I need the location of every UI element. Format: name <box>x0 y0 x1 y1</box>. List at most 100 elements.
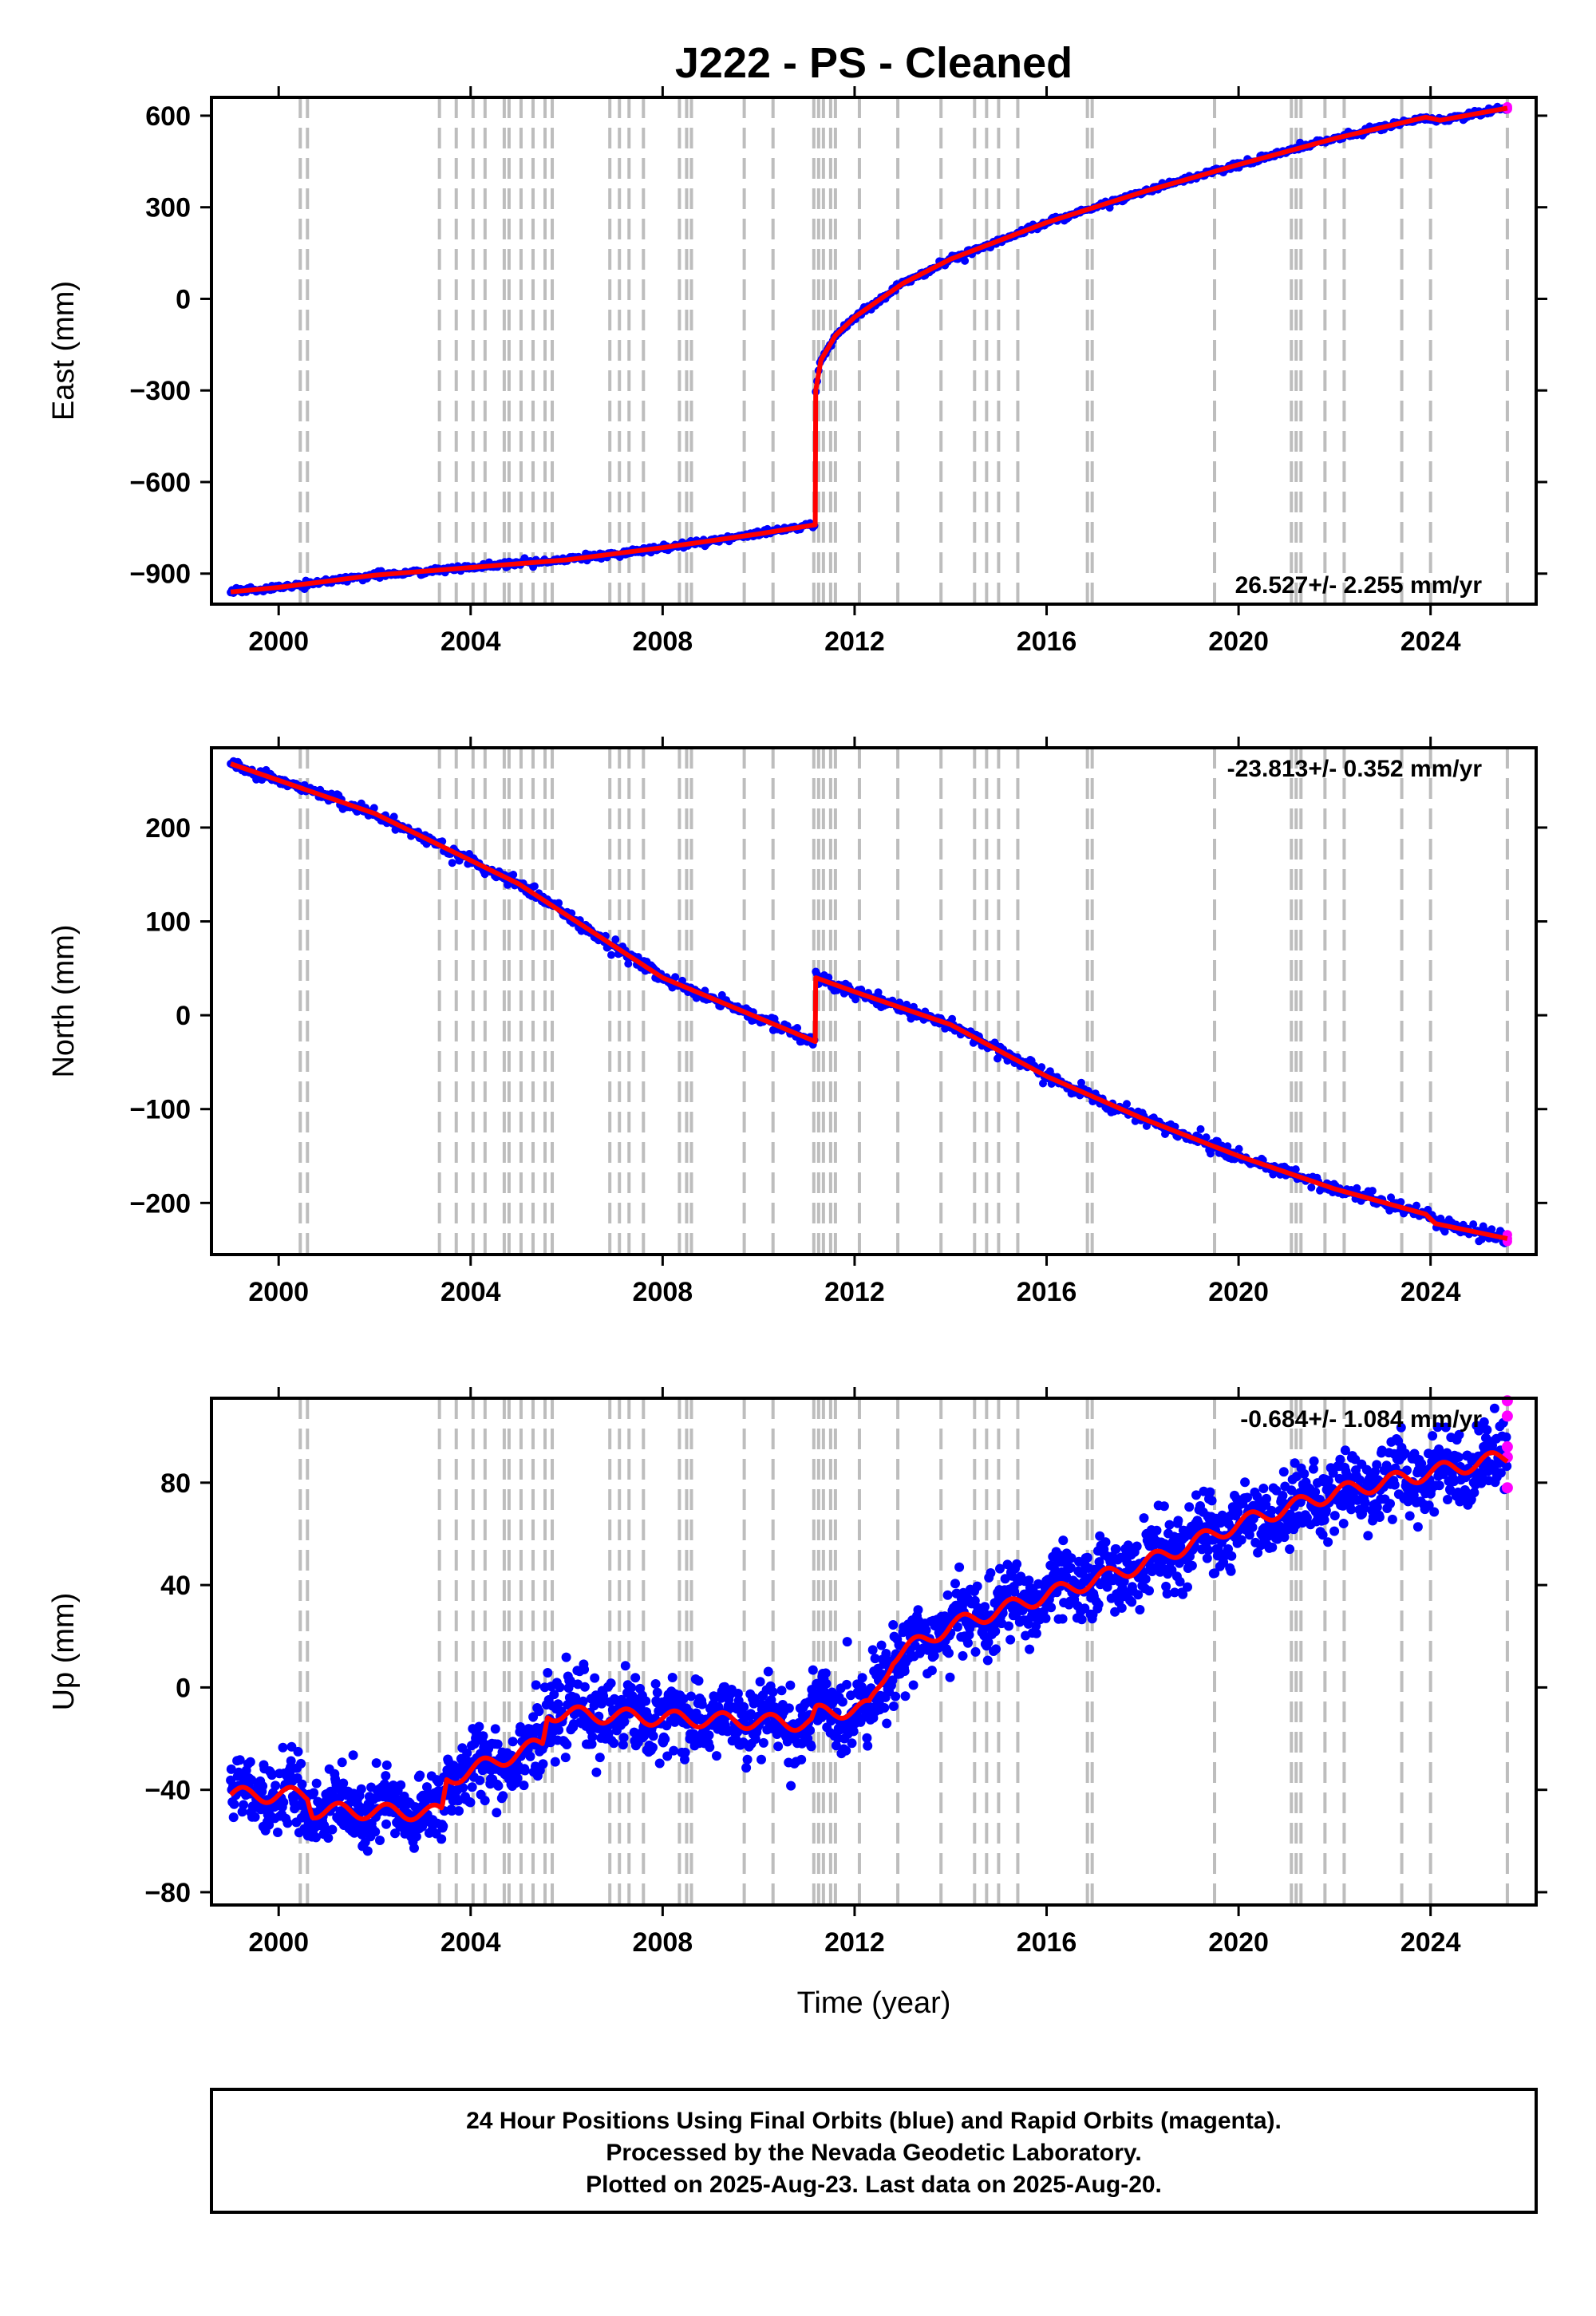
data-point <box>669 1745 679 1756</box>
up-data-points <box>226 1395 1513 1856</box>
data-point <box>1329 1511 1340 1521</box>
x-tick-label: 2004 <box>440 1927 501 1958</box>
data-point <box>369 804 378 812</box>
up-rate-label: -0.684+/- 1.084 mm/yr <box>1240 1406 1482 1433</box>
data-point <box>297 1779 307 1789</box>
data-point <box>1412 1201 1420 1210</box>
data-point <box>1368 1187 1377 1196</box>
data-point <box>667 1673 678 1682</box>
data-point <box>626 1682 637 1693</box>
east-model-line <box>230 105 1508 595</box>
data-point <box>607 951 615 959</box>
figure-title: J222 - PS - Cleaned <box>675 39 1073 87</box>
data-point <box>282 1818 293 1828</box>
data-point <box>245 1757 255 1767</box>
data-point <box>1278 1491 1288 1500</box>
data-point <box>652 1687 662 1697</box>
data-point <box>1100 1537 1111 1547</box>
data-point <box>1440 1227 1449 1236</box>
data-point <box>475 1775 485 1785</box>
data-point <box>278 1742 288 1753</box>
x-tick-label: 2008 <box>633 626 693 657</box>
data-point <box>776 1686 787 1696</box>
data-point <box>808 1665 818 1675</box>
data-point <box>1123 1100 1131 1109</box>
data-point <box>1236 1535 1246 1545</box>
north-y-axis-label: North (mm) <box>47 924 81 1077</box>
x-tick-label: 2012 <box>824 626 885 657</box>
x-tick-label: 2024 <box>1400 626 1461 657</box>
data-point <box>986 1568 996 1578</box>
rapid-orbit-point <box>1501 1482 1513 1494</box>
data-point <box>888 1620 899 1630</box>
data-point <box>1005 1634 1016 1645</box>
data-point <box>921 1625 931 1635</box>
data-point <box>1453 1452 1464 1462</box>
data-point <box>1226 1566 1236 1576</box>
data-point <box>508 1737 518 1747</box>
data-point <box>990 1626 1001 1637</box>
north-x-ticks: 2000 2004 2008 2012 2016 2020 2024 <box>248 737 1461 1307</box>
x-tick-label: 2004 <box>440 1277 501 1307</box>
data-point <box>396 1780 406 1790</box>
x-tick-label: 2016 <box>1017 1277 1077 1307</box>
data-point <box>796 1754 807 1765</box>
data-point <box>712 1751 721 1761</box>
x-tick-label: 2004 <box>440 626 501 657</box>
data-point <box>1207 1496 1217 1506</box>
data-point <box>970 1646 981 1657</box>
data-point <box>961 256 970 265</box>
data-point <box>1360 1497 1370 1508</box>
data-point <box>972 1581 982 1591</box>
data-point <box>1025 1644 1035 1654</box>
data-point <box>1247 1522 1258 1532</box>
data-point <box>1135 1605 1145 1614</box>
data-point <box>519 1780 529 1791</box>
data-point <box>686 1691 696 1701</box>
data-point <box>1309 1456 1319 1466</box>
data-point <box>1183 1582 1192 1592</box>
data-point <box>454 1806 464 1816</box>
data-point <box>1004 1621 1013 1631</box>
data-point <box>1173 1516 1183 1526</box>
data-point <box>1057 1614 1068 1624</box>
data-point <box>1387 1514 1397 1524</box>
data-point <box>555 1682 565 1693</box>
data-point <box>381 1771 391 1781</box>
data-point <box>1039 1079 1047 1088</box>
data-point <box>842 1637 852 1647</box>
x-axis-label: Time (year) <box>797 1986 951 2020</box>
data-point <box>1202 1133 1211 1142</box>
data-point <box>763 1666 773 1677</box>
data-point <box>1202 1553 1212 1563</box>
data-point <box>543 1668 553 1678</box>
data-point <box>913 1605 923 1615</box>
data-point <box>1187 1560 1197 1571</box>
north-y-ticks: 200 100 0 −100 −200 <box>129 813 1547 1219</box>
data-point <box>492 1739 503 1749</box>
y-tick-label: 0 <box>176 1673 191 1703</box>
y-tick-label: −40 <box>144 1776 191 1806</box>
data-point <box>1434 1480 1444 1491</box>
data-point <box>620 1661 630 1671</box>
east-x-ticks: 2000 2004 2008 2012 2016 2020 2024 <box>248 86 1461 657</box>
data-point <box>498 1791 508 1801</box>
data-point <box>1111 1544 1121 1554</box>
data-point <box>867 1645 878 1655</box>
y-tick-label: −100 <box>129 1095 191 1125</box>
data-point <box>293 1746 303 1757</box>
data-point <box>942 1590 953 1600</box>
panel-east: 600 300 0 −300 −600 −900 2000 2004 2008 2012 2016… <box>47 86 1547 657</box>
data-point <box>1469 1220 1478 1229</box>
data-point <box>841 1745 851 1756</box>
data-point <box>891 1691 901 1701</box>
data-point <box>1046 1603 1057 1613</box>
east-rate-label: 26.527+/- 2.255 mm/yr <box>1235 572 1483 599</box>
data-point <box>1501 1432 1511 1442</box>
data-point <box>490 1724 500 1734</box>
data-point <box>768 1687 778 1697</box>
east-y-ticks: 600 300 0 −300 −600 −900 <box>129 101 1547 590</box>
data-point <box>381 1819 391 1829</box>
data-point <box>1227 1551 1237 1561</box>
